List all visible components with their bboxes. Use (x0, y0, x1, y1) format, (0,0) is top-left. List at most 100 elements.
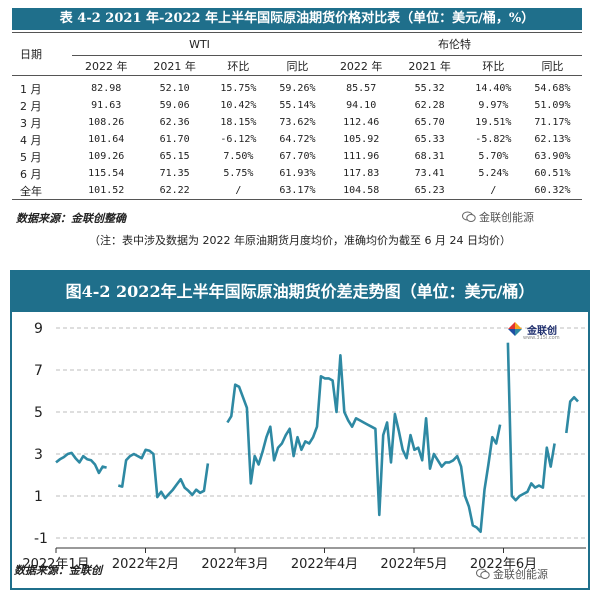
table-cell: 62.22 (140, 182, 209, 200)
row-month: 5 月 (20, 150, 42, 164)
table-cell: 73.41 (414, 168, 445, 179)
table-row: 6 月 115.54 71.35 5.75% 61.93% 117.83 73.41 5.24… (12, 165, 582, 182)
table-cell: 65.70 (414, 117, 445, 128)
table-cell: 7.50% (223, 151, 254, 162)
column-header: 2021 年 (140, 55, 209, 76)
table-cell: / (463, 182, 523, 200)
row-month: 6 月 (20, 167, 42, 181)
table-cell: 62.13% (534, 134, 571, 145)
watermark: 金联创能源 (476, 566, 548, 582)
table-cell: 109.26 (88, 151, 125, 162)
table-cell: 94.10 (346, 100, 377, 111)
spread-series-line (55, 342, 579, 533)
table-cell: 64.72% (279, 134, 316, 145)
table-cell: 65.15 (159, 151, 190, 162)
group-brent: 布伦特 (326, 32, 582, 56)
y-tick-label: 3 (34, 447, 43, 463)
table-cell: 82.98 (91, 83, 122, 94)
chart-title: 图4-2 2022年上半年国际原油期货价差走势图（单位：美元/桶） (12, 272, 588, 312)
table-cell: 61.70 (159, 134, 190, 145)
table-cell: 18.15% (220, 117, 257, 128)
table-cell: 60.32% (522, 182, 582, 200)
wechat-icon (462, 211, 476, 222)
chart-source: 数据来源：金联创 (14, 564, 102, 577)
row-header: 日期 (12, 32, 72, 76)
table-cell: 59.06 (159, 100, 190, 111)
table-row: 2 月 91.63 59.06 10.42% 55.14% 94.10 62.28 9.97%… (12, 97, 582, 114)
column-header: 同比 (522, 55, 582, 76)
column-header: 2021 年 (395, 55, 464, 76)
brand-logo: 金联创 (506, 320, 557, 338)
table-cell: 51.09% (534, 100, 571, 111)
table-cell: 105.92 (343, 134, 380, 145)
table-cell: 62.36 (159, 117, 190, 128)
row-month: 全年 (12, 182, 72, 200)
watermark: 金联创能源 (462, 209, 534, 225)
row-month: 4 月 (20, 133, 42, 147)
group-wti: WTI (72, 32, 327, 56)
x-tick-label: 2022年3月 (201, 557, 268, 572)
table-cell: 14.40% (475, 83, 512, 94)
y-tick-label: 7 (34, 363, 43, 379)
table-cell: 52.10 (159, 83, 190, 94)
table-cell: 60.51% (534, 168, 571, 179)
x-tick-label: 2022年5月 (380, 557, 447, 572)
table-cell: 54.68% (534, 83, 571, 94)
table-cell: 104.58 (326, 182, 396, 200)
table-cell: / (208, 182, 268, 200)
table-cell: 5.70% (478, 151, 509, 162)
row-month: 2 月 (20, 99, 42, 113)
table-cell: 71.35 (159, 168, 190, 179)
column-header: 环比 (208, 55, 268, 76)
y-tick-label: -1 (34, 531, 48, 547)
table-cell: 85.57 (346, 83, 377, 94)
table-cell: 115.54 (88, 168, 125, 179)
price-comparison-table: 日期 WTI 布伦特 2022 年 2021 年 环比 同比 2022 年 20… (12, 32, 582, 200)
table-source: 数据来源：金联创整确 (16, 212, 126, 225)
y-tick-label: 1 (34, 489, 43, 505)
column-header: 2022 年 (326, 55, 396, 76)
table-cell: 111.96 (343, 151, 380, 162)
table-cell: 65.33 (414, 134, 445, 145)
table-cell: 10.42% (220, 100, 257, 111)
chart-panel: 图4-2 2022年上半年国际原油期货价差走势图（单位：美元/桶） -1 1 3 5 7… (10, 270, 590, 590)
watermark-text: 金联创能源 (493, 568, 548, 581)
table-cell: -6.12% (220, 134, 257, 145)
spread-line-chart: -1 1 3 5 7 9 2022年1月 2022年2月 2022年3月 2022年4月 2022年… (22, 321, 586, 572)
table-cell: 15.75% (220, 83, 257, 94)
table-cell: -5.82% (475, 134, 512, 145)
x-tick-label: 2022年4月 (291, 557, 358, 572)
x-tick-label: 2022年1月 (22, 557, 89, 572)
table-cell: 19.51% (475, 117, 512, 128)
column-header: 同比 (267, 55, 327, 76)
brand-logo-icon (508, 322, 522, 336)
table-cell: 101.52 (72, 182, 141, 200)
table-cell: 9.97% (478, 100, 509, 111)
table-cell: 91.63 (91, 100, 122, 111)
table-cell: 55.32 (414, 83, 445, 94)
column-header: 2022 年 (72, 55, 141, 76)
table-cell: 112.46 (343, 117, 380, 128)
table-cell: 59.26% (279, 83, 316, 94)
table-cell: 5.75% (223, 168, 254, 179)
table-row: 4 月 101.64 61.70 -6.12% 64.72% 105.92 65.33 -5.… (12, 131, 582, 148)
y-tick-label: 5 (34, 405, 43, 421)
row-month: 1 月 (20, 82, 42, 96)
table-cell: 5.24% (478, 168, 509, 179)
table-row: 全年 101.52 62.22/63.17% 104.58 65.23/60.32% (12, 182, 582, 200)
table-cell: 55.14% (279, 100, 316, 111)
table-cell: 101.64 (88, 134, 125, 145)
table-cell: 71.17% (534, 117, 571, 128)
y-tick-label: 9 (34, 321, 43, 337)
table-cell: 61.93% (279, 168, 316, 179)
table-row: 5 月 109.26 65.15 7.50% 67.70% 111.96 68.31 5.70… (12, 148, 582, 165)
table-cell: 63.90% (534, 151, 571, 162)
row-month: 3 月 (20, 116, 42, 130)
table-cell: 67.70% (279, 151, 316, 162)
brand-logo-text: 金联创 (527, 325, 557, 337)
table-row: 1 月 82.98 52.10 15.75% 59.26% 85.57 55.32 14.40… (12, 76, 582, 98)
column-header: 环比 (463, 55, 523, 76)
table-cell: 62.28 (414, 100, 445, 111)
table-cell: 68.31 (414, 151, 445, 162)
table-body: 1 月 82.98 52.10 15.75% 59.26% 85.57 55.32 14.40… (12, 76, 582, 200)
